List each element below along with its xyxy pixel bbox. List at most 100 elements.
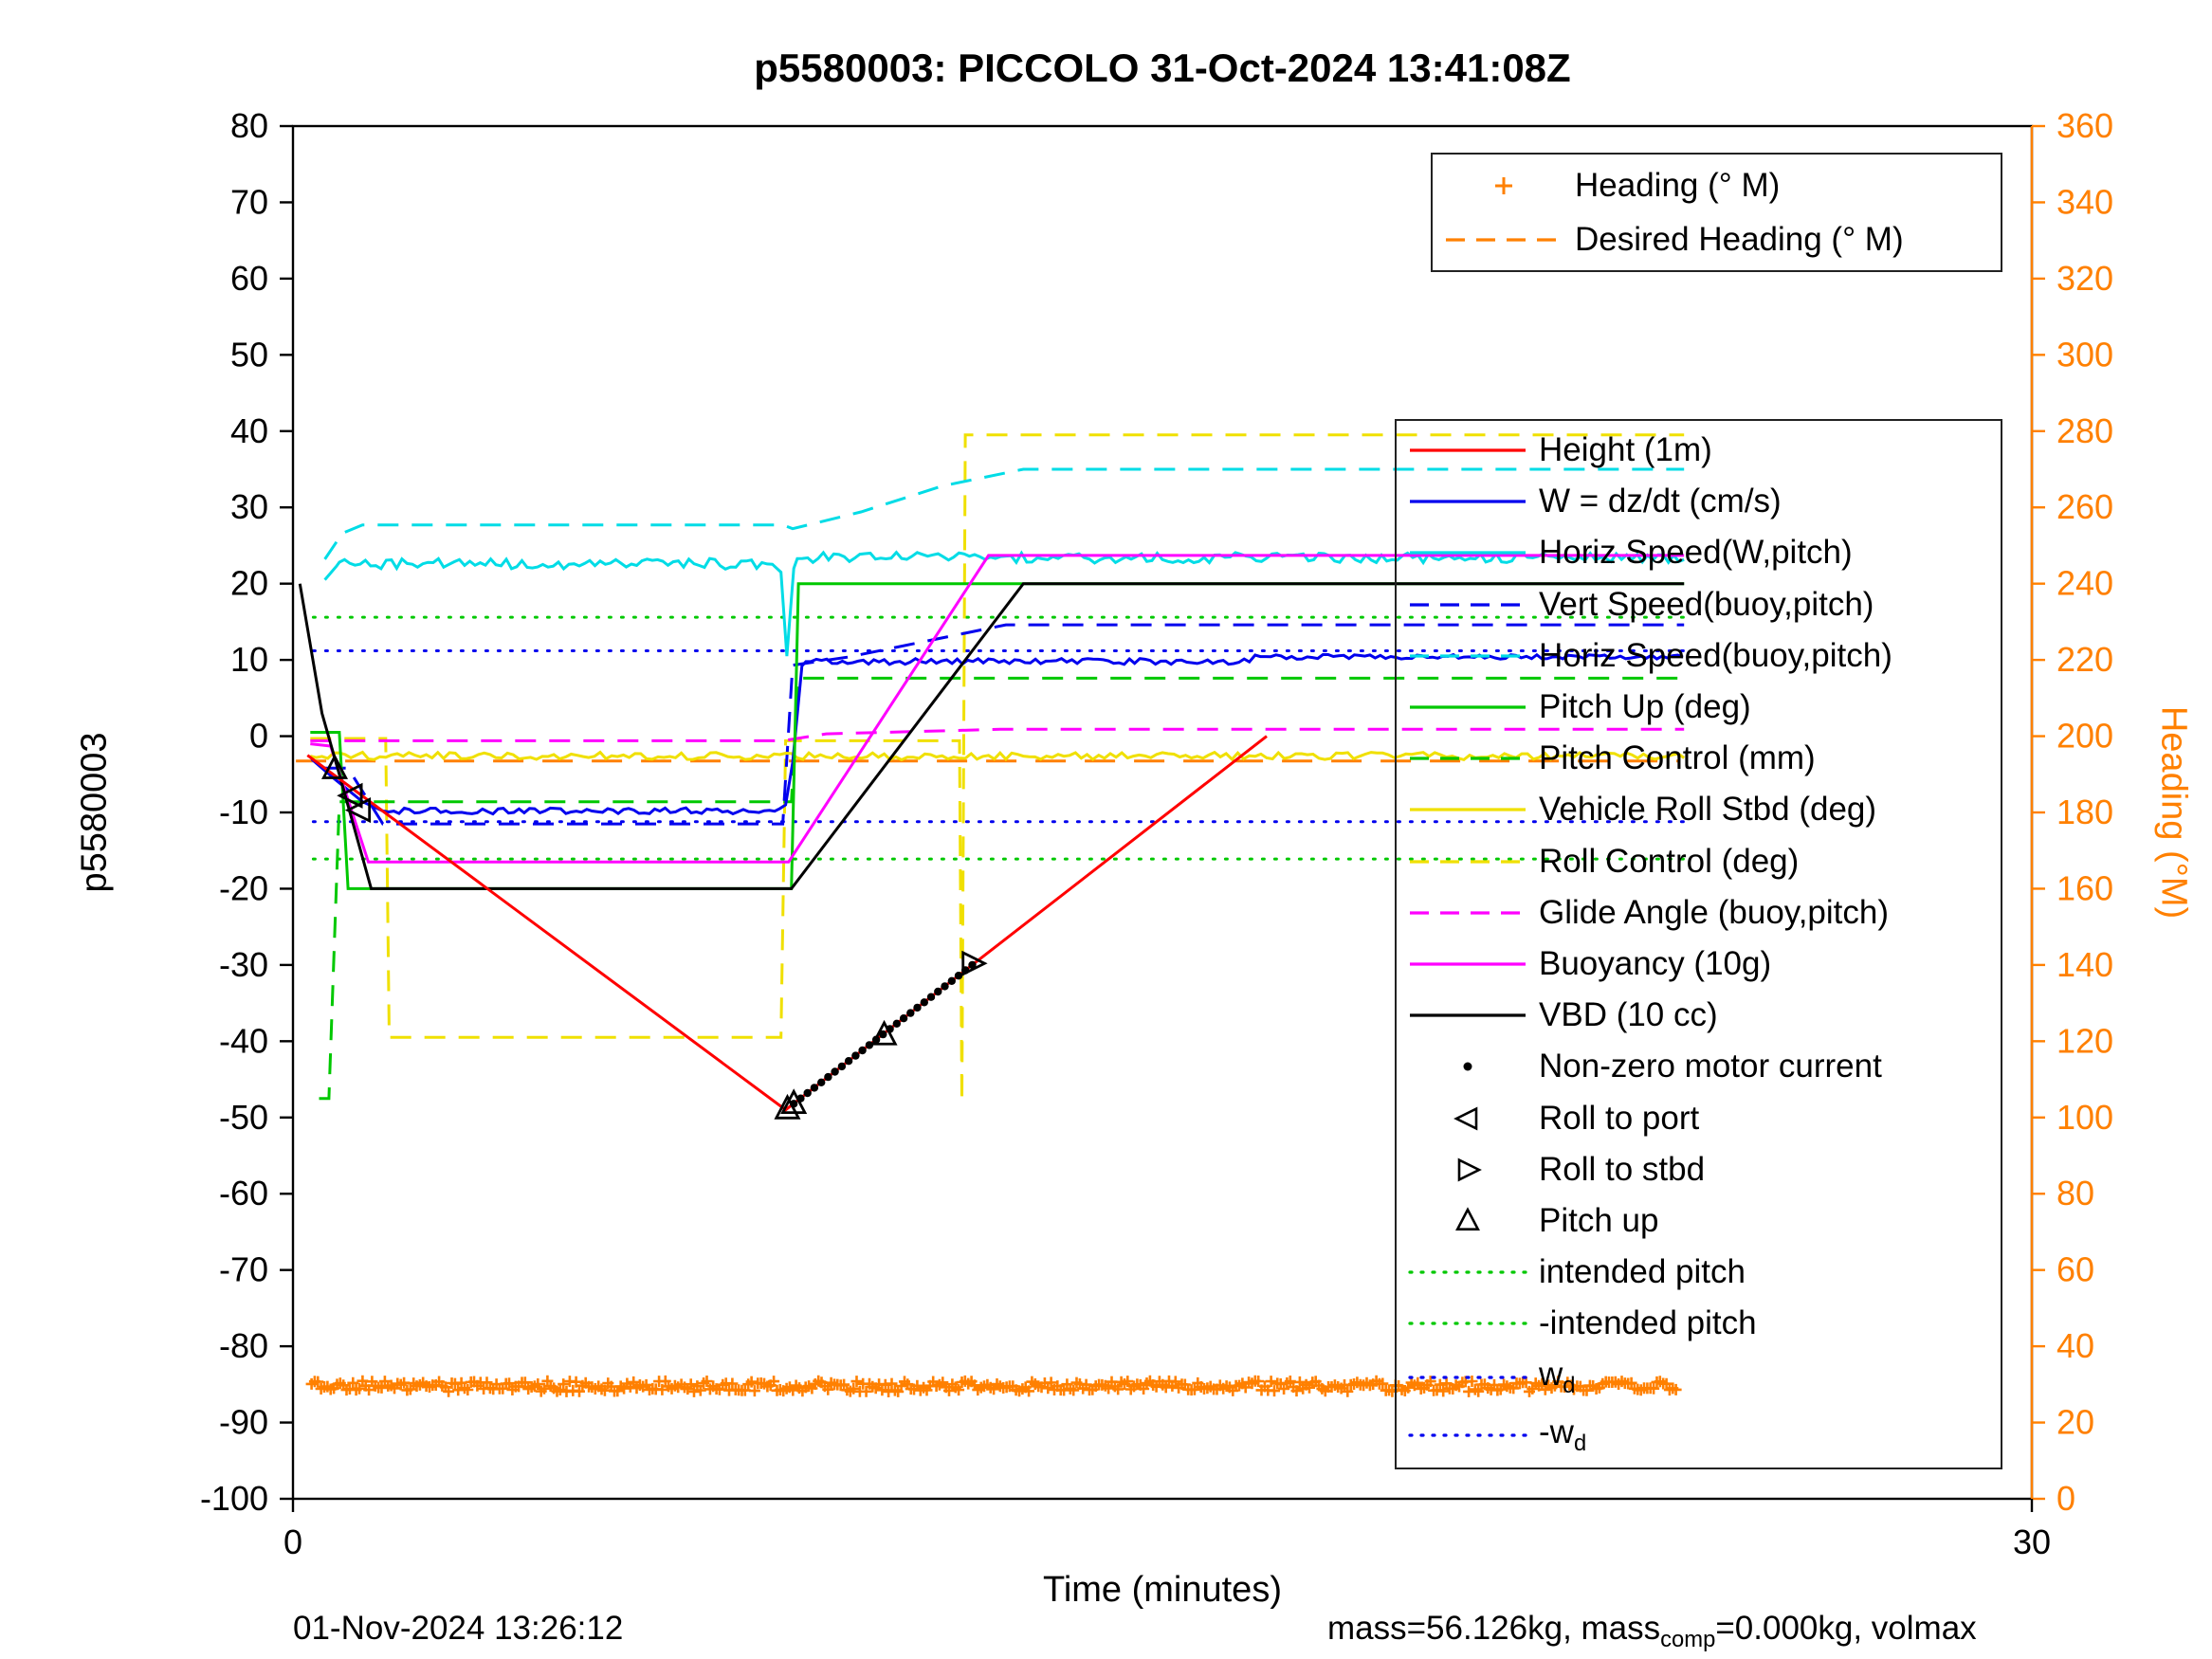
legend-item: Height (1m) [1397, 431, 2001, 469]
y-tick-label-left: -80 [219, 1326, 268, 1365]
line-sample [1397, 897, 1539, 929]
legend-label: wd [1539, 1356, 1576, 1399]
y-tick-label-right: 140 [2057, 945, 2113, 984]
y-tick-label-right: 320 [2057, 259, 2113, 298]
legend-sample-glyph [1463, 1062, 1472, 1071]
legend-sample-glyph [1410, 603, 1526, 607]
line-sample [1397, 1256, 1539, 1288]
plus-marker-sample [1433, 170, 1575, 202]
dot-marker-sample [1397, 1050, 1539, 1083]
legend-label: Horiz Speed(buoy,pitch) [1539, 636, 1892, 674]
y-tick-label-left: 50 [230, 335, 268, 374]
y-tick-label-left: 20 [230, 564, 268, 603]
y-tick-label-right: 260 [2057, 487, 2113, 526]
line-sample [1397, 640, 1539, 672]
y-tick-label-left: -50 [219, 1098, 268, 1137]
legend-sample-glyph [1410, 808, 1526, 812]
legend-sample-glyph [1446, 237, 1562, 242]
legend-label: W = dz/dt (cm/s) [1539, 483, 1782, 520]
series-pitch-control-mm [319, 676, 1685, 1101]
y-tick-label-left: -100 [200, 1479, 268, 1518]
legend-item: Pitch Up (deg) [1397, 688, 2001, 726]
y-tick-label-left: -60 [219, 1174, 268, 1212]
legend-item: VBD (10 cc) [1397, 996, 2001, 1034]
legend-item: Pitch up [1397, 1202, 2001, 1240]
legend-sample-glyph [1408, 1270, 1527, 1274]
event-markers-tri-up [321, 754, 898, 1120]
legend-sample-glyph [1408, 1376, 1527, 1380]
legend-sample-glyph [1408, 1433, 1527, 1437]
legend-label: Non-zero motor current [1539, 1048, 1882, 1085]
legend-heading: Heading (° M) Desired Heading (° M) [1431, 153, 2002, 272]
line-sample [1397, 434, 1539, 466]
legend-item: Vehicle Roll Stbd (deg) [1397, 791, 2001, 829]
legend-label: Buoyancy (10g) [1539, 944, 1772, 982]
y-tick-label-left: 80 [230, 106, 268, 145]
series-vert-speed-buoy-pitch [324, 623, 1685, 826]
y-tick-label-right: 40 [2057, 1326, 2094, 1365]
legend-sample-glyph [1410, 1013, 1526, 1017]
series-vbd-10-cc [298, 582, 1685, 890]
y-tick-label-left: -70 [219, 1250, 268, 1289]
series-vehicle-roll-stbd-deg [309, 750, 1686, 762]
legend-item: Buoyancy (10g) [1397, 945, 2001, 983]
line-sample [1397, 1419, 1539, 1451]
legend-item: Horiz Speed(buoy,pitch) [1397, 637, 2001, 675]
legend-label: Roll Control (deg) [1539, 842, 1800, 880]
legend-label: Horiz Speed(W,pitch) [1539, 534, 1853, 572]
y-axis-label-left: p5580003 [74, 732, 115, 893]
legend-label: Vehicle Roll Stbd (deg) [1539, 791, 1877, 829]
chart-title: p5580003: PICCOLO 31-Oct-2024 13:41:08Z [754, 46, 1571, 90]
legend-item: Non-zero motor current [1397, 1048, 2001, 1085]
legend-sample-glyph [1410, 962, 1526, 966]
legend-sample-glyph [1410, 551, 1526, 556]
legend-sample-glyph [1457, 1158, 1482, 1182]
legend-label: Pitch Up (deg) [1539, 688, 1751, 726]
tri-up-marker-sample [1397, 1205, 1539, 1237]
line-sample [1397, 485, 1539, 518]
line-sample [1397, 589, 1539, 621]
y-tick-label-left: 60 [230, 259, 268, 298]
line-sample [1397, 793, 1539, 826]
x-tick-label: 0 [283, 1522, 302, 1561]
tri-left-marker-sample [1397, 1103, 1539, 1135]
legend-label: -intended pitch [1539, 1304, 1757, 1342]
legend-label: Pitch Control (mm) [1539, 739, 1816, 777]
x-tick-label: 30 [2013, 1522, 2051, 1561]
line-sample [1397, 691, 1539, 723]
y-tick-label-right: 280 [2057, 411, 2113, 450]
legend-sample-glyph [1410, 757, 1526, 760]
motor-current-dots [790, 960, 977, 1108]
legend-item: Glide Angle (buoy,pitch) [1397, 894, 2001, 932]
tri-right-marker-sample [1397, 1154, 1539, 1186]
legend-item: intended pitch [1397, 1253, 2001, 1291]
legend-label: VBD (10 cc) [1539, 996, 1718, 1034]
axes: -100-90-80-70-60-50-40-30-20-10010203040… [200, 106, 2113, 1561]
legend-sample-glyph [1410, 654, 1526, 658]
legend-item: Roll to port [1397, 1100, 2001, 1138]
legend-label: Glide Angle (buoy,pitch) [1539, 893, 1890, 931]
y-tick-label-left: -30 [219, 945, 268, 984]
x-axis-label: Time (minutes) [1043, 1570, 1282, 1610]
legend-label: Pitch up [1539, 1201, 1659, 1239]
y-tick-label-right: 340 [2057, 182, 2113, 221]
legend-sample-glyph [1410, 911, 1526, 915]
legend-label: intended pitch [1539, 1253, 1746, 1291]
legend-main: Height (1m) W = dz/dt (cm/s) Horiz Speed(W… [1395, 419, 2002, 1469]
legend-sample-glyph [1455, 1207, 1480, 1231]
y-tick-label-right: 20 [2057, 1403, 2094, 1442]
legend-sample-glyph [1408, 1322, 1527, 1325]
legend-sample-glyph [1410, 859, 1526, 864]
y-tick-label-left: -20 [219, 868, 268, 907]
y-tick-label-left: -90 [219, 1403, 268, 1442]
y-tick-label-right: 240 [2057, 564, 2113, 603]
legend-sample-glyph [1495, 176, 1512, 194]
y-axis-label-right: Heading (°M) [2153, 705, 2194, 920]
legend-item: Roll Control (deg) [1397, 843, 2001, 881]
line-sample [1397, 948, 1539, 980]
legend-item: Pitch Control (mm) [1397, 739, 2001, 777]
line-sample [1397, 1307, 1539, 1340]
legend-item: Roll to stbd [1397, 1151, 2001, 1189]
y-tick-label-right: 120 [2057, 1021, 2113, 1060]
